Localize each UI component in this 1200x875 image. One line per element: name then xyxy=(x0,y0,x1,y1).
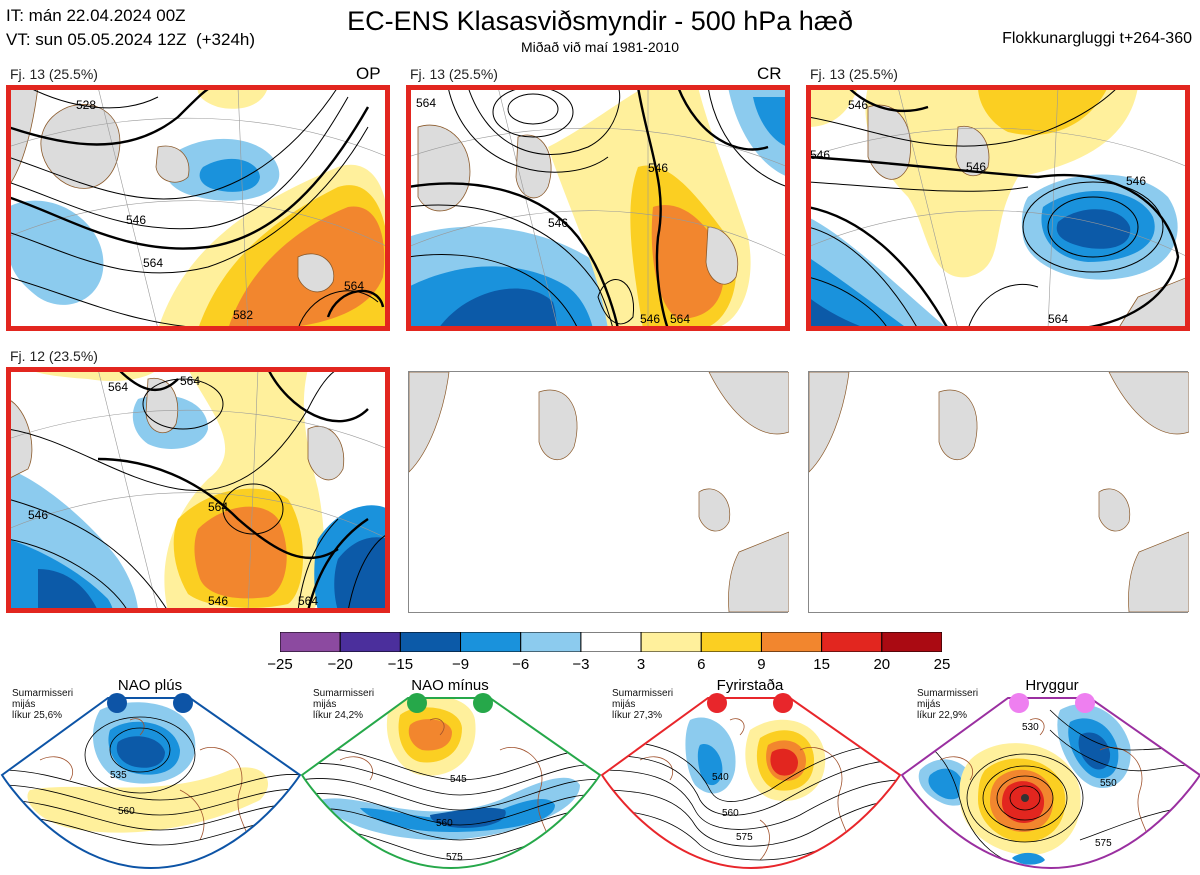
regime-1-title: NAO plús xyxy=(117,677,183,694)
colorbar-bin xyxy=(760,631,823,653)
colorbar-bin xyxy=(460,631,522,653)
valid-time: VT: sun 05.05.2024 12Z (+324h) xyxy=(6,30,256,49)
colorbar-tick: 25 xyxy=(933,656,951,673)
p1-contour-label: 582 xyxy=(233,308,253,322)
panel-2-tag: CR xyxy=(757,64,782,83)
regime-ridge: 530 550 575 xyxy=(900,690,1200,870)
colorbar-bin xyxy=(881,631,943,653)
colorbar-svg xyxy=(279,631,943,653)
p2-contour-label: 564 xyxy=(670,312,690,326)
regime-2-contour: 545 xyxy=(450,774,467,785)
colorbar-tick: −6 xyxy=(512,656,530,673)
regime-4-note: Sumarmisseri mijás líkur 22,9% xyxy=(917,688,979,721)
p2-contour-label: 546 xyxy=(648,161,668,175)
p3-contour-label: 546 xyxy=(966,160,986,174)
p1-contour-label: 564 xyxy=(344,279,364,293)
regime-3-contour: 560 xyxy=(722,808,739,819)
colorbar-tick: 15 xyxy=(813,656,830,673)
colorbar-tick: −20 xyxy=(327,656,353,673)
colorbar-bin xyxy=(580,631,642,653)
cluster-map-4[interactable]: 564 564 564 546 546 564 xyxy=(6,367,390,613)
regime-3-note: Sumarmisseri mijás líkur 27,3% xyxy=(612,688,674,721)
colorbar-bin xyxy=(339,631,401,653)
colorbar-tick: 20 xyxy=(873,656,891,673)
regime-2-title: NAO mínus xyxy=(411,677,489,694)
regime-marker-dot xyxy=(407,693,427,713)
colorbar-tick: 9 xyxy=(757,656,766,673)
panel-3-label: Fj. 13 (25.5%) xyxy=(810,66,898,82)
colorbar-bin xyxy=(399,631,462,653)
regime-marker-dot xyxy=(707,693,727,713)
p2-contour-label: 564 xyxy=(416,96,436,110)
colorbar-bin xyxy=(640,631,702,653)
colorbar-tick: 6 xyxy=(697,656,706,673)
regime-marker-dot xyxy=(173,693,193,713)
regime-nao-plus: 535 560 xyxy=(0,690,302,870)
cluster-map-3[interactable]: 546 546 546 546 564 xyxy=(806,85,1190,331)
cluster-map-1[interactable]: 528 546 564 564 582 xyxy=(6,85,390,331)
colorbar-bin xyxy=(821,631,883,653)
colorbar-tick: −15 xyxy=(387,656,414,673)
regime-marker-dot xyxy=(107,693,127,713)
p3-contour-label: 546 xyxy=(810,148,830,162)
regime-3-title: Fyrirstaða xyxy=(716,677,784,694)
regime-nao-minus: 545 560 575 xyxy=(300,690,602,870)
regime-3-contour: 575 xyxy=(736,832,753,843)
p4-contour-label: 546 xyxy=(28,508,48,522)
p4-contour-label: 564 xyxy=(108,380,128,394)
cluster-map-empty-2 xyxy=(808,371,1189,613)
p1-contour-label: 564 xyxy=(143,256,163,270)
p3-contour-label: 546 xyxy=(1126,174,1146,188)
regime-2-note: Sumarmisseri mijás líkur 24,2% xyxy=(313,688,375,721)
regime-1-note: Sumarmisseri mijás líkur 25,6% xyxy=(12,688,74,721)
page-title: EC-ENS Klasasviðsmyndir - 500 hPa hæð xyxy=(347,6,853,36)
colorbar-tick: −9 xyxy=(451,656,470,673)
cluster-map-2[interactable]: 564 546 546 546 564 57 xyxy=(406,85,790,331)
regime-1-contour: 560 xyxy=(118,806,135,817)
colorbar-tick: −25 xyxy=(267,656,293,673)
panel-1-label: Fj. 13 (25.5%) xyxy=(10,66,98,82)
window-label: Flokkunargluggi t+264-360 xyxy=(1002,30,1192,47)
page-subtitle: Miðað við maí 1981-2010 xyxy=(521,39,679,55)
colorbar-bin xyxy=(279,631,341,653)
regime-marker-dot xyxy=(1075,693,1095,713)
p3-contour-label: 546 xyxy=(848,98,868,112)
colorbar-bin xyxy=(520,631,582,653)
cluster-map-empty-1 xyxy=(408,371,789,613)
regime-marker-dot xyxy=(773,693,793,713)
panel-4-label: Fj. 12 (23.5%) xyxy=(10,348,98,364)
regime-blocking: 540 560 575 xyxy=(600,690,902,870)
p4-contour-label: 564 xyxy=(208,500,228,514)
colorbar xyxy=(279,631,943,653)
p4-contour-label: 546 xyxy=(208,594,228,608)
colorbar-ticks: −25 −20 −15 −9 −6 −3 3 6 9 15 20 25 xyxy=(267,656,950,676)
regime-4-title: Hryggur xyxy=(1025,677,1079,694)
regime-4-contour: 530 xyxy=(1022,722,1039,733)
p4-contour-label: 564 xyxy=(298,594,318,608)
panel-2-label: Fj. 13 (25.5%) xyxy=(410,66,498,82)
colorbar-bin xyxy=(700,631,762,653)
panel-1-tag: OP xyxy=(356,64,381,83)
regime-4-contour: 575 xyxy=(1095,838,1112,849)
p2-contour-label: 57 xyxy=(636,326,650,329)
regime-3-contour: 540 xyxy=(712,772,729,783)
p1-contour-label: 528 xyxy=(76,98,96,112)
regime-marker-dot xyxy=(473,693,493,713)
p3-contour-label: 564 xyxy=(1048,312,1068,326)
colorbar-tick: 3 xyxy=(636,656,646,673)
regime-marker-dot xyxy=(1009,693,1029,713)
regime-2-contour: 560 xyxy=(436,818,453,829)
regime-1-contour: 535 xyxy=(110,770,127,781)
p4-contour-label: 564 xyxy=(180,374,200,388)
p2-contour-label: 546 xyxy=(548,216,568,230)
regime-4-contour: 550 xyxy=(1100,778,1117,789)
regime-2-contour: 575 xyxy=(446,852,463,863)
colorbar-tick: −3 xyxy=(572,656,590,673)
p2-contour-label: 546 xyxy=(640,312,660,326)
init-time: IT: mán 22.04.2024 00Z xyxy=(6,6,186,25)
p1-contour-label: 546 xyxy=(126,213,146,227)
